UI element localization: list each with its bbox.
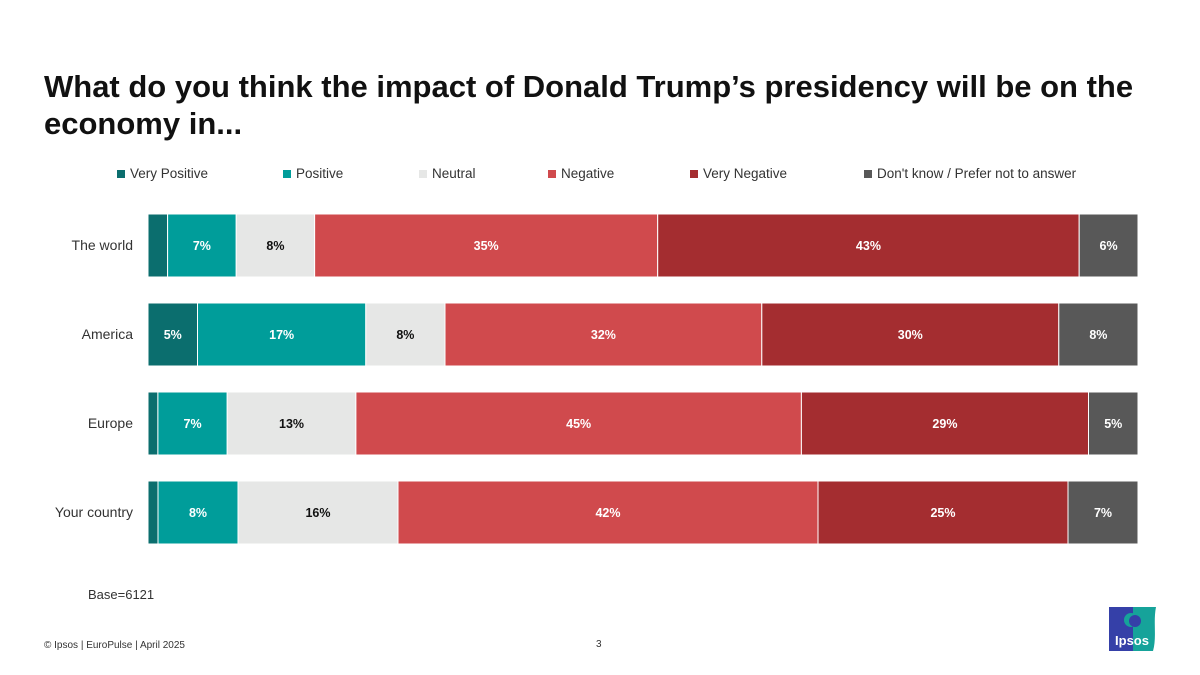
bar-segment xyxy=(657,213,1080,278)
bar-segment xyxy=(761,302,1060,367)
legend-label: Don't know / Prefer not to answer xyxy=(877,166,1077,181)
data-label: 29% xyxy=(932,417,957,431)
bar-segment xyxy=(147,391,159,456)
data-label: 25% xyxy=(930,506,955,520)
data-label: 6% xyxy=(1100,239,1118,253)
legend: Very Positive Positive Neutral Negative Very… xyxy=(0,166,1200,186)
legend-swatch xyxy=(419,169,427,178)
data-label: 5% xyxy=(1104,417,1122,431)
bar-segment xyxy=(147,302,198,367)
legend-item: Negative xyxy=(548,166,614,181)
bar-segment xyxy=(235,213,316,278)
data-label: 30% xyxy=(898,328,923,342)
legend-swatch xyxy=(283,169,291,178)
bar-segment xyxy=(314,213,659,278)
data-label: 43% xyxy=(856,239,881,253)
data-label: 8% xyxy=(396,328,414,342)
legend-swatch xyxy=(548,169,556,178)
data-label: 45% xyxy=(566,417,591,431)
bar-segment xyxy=(226,391,357,456)
chart-title: What do you think the impact of Donald T… xyxy=(44,69,1134,141)
data-label: 42% xyxy=(595,506,620,520)
legend-label: Negative xyxy=(561,166,615,181)
bar-segment xyxy=(1078,213,1139,278)
legend-item: Very Positive xyxy=(117,166,208,181)
bar-segment xyxy=(157,391,228,456)
bar-segment xyxy=(355,391,802,456)
data-label: 17% xyxy=(269,328,294,342)
data-label: 35% xyxy=(474,239,499,253)
base-note: Base=6121 xyxy=(88,587,155,602)
legend-item: Very Negative xyxy=(690,166,787,181)
legend-swatch xyxy=(864,169,872,178)
bar-segment xyxy=(237,480,399,545)
bar-segment xyxy=(800,391,1090,456)
data-label: 8% xyxy=(189,506,207,520)
data-label: 8% xyxy=(266,239,284,253)
legend-item: Positive xyxy=(283,166,343,181)
legend-label: Very Positive xyxy=(130,166,209,181)
category-label: Europe xyxy=(87,414,133,431)
category-label: Your country xyxy=(54,503,133,520)
legend-label: Neutral xyxy=(432,166,476,181)
bar-segment xyxy=(1088,391,1139,456)
data-label: 7% xyxy=(1094,506,1112,520)
data-label: 7% xyxy=(193,239,211,253)
data-label: 8% xyxy=(1089,328,1107,342)
page-number: 3 xyxy=(596,639,602,650)
bar-segment xyxy=(157,480,239,545)
legend-label: Very Negative xyxy=(703,166,788,181)
footer-copyright: © Ipsos | EuroPulse | April 2025 xyxy=(44,640,185,651)
data-label: 16% xyxy=(305,506,330,520)
data-label: 32% xyxy=(591,328,616,342)
ipsos-logo: Ipsos xyxy=(1109,607,1157,651)
logo-text: Ipsos xyxy=(1115,633,1149,648)
legend-item: Neutral xyxy=(419,166,476,181)
bar-segment xyxy=(1058,302,1139,367)
bar-segment xyxy=(147,213,169,278)
bar-segment xyxy=(1067,480,1139,545)
bar-segment xyxy=(444,302,763,367)
bar-segment xyxy=(365,302,446,367)
bar-segment xyxy=(817,480,1069,545)
data-label: 5% xyxy=(164,328,182,342)
data-label: 7% xyxy=(184,417,202,431)
bar-segment xyxy=(147,480,159,545)
bar-segment xyxy=(197,302,367,367)
bar-segment xyxy=(397,480,819,545)
legend-swatch xyxy=(117,169,125,178)
legend-label: Positive xyxy=(296,166,344,181)
data-label: 13% xyxy=(279,417,304,431)
bar-segment xyxy=(167,213,237,278)
legend-swatch xyxy=(690,169,698,178)
legend-item: Don't know / Prefer not to answer xyxy=(864,166,1076,181)
category-label: The world xyxy=(71,236,133,253)
category-label: America xyxy=(81,325,133,342)
